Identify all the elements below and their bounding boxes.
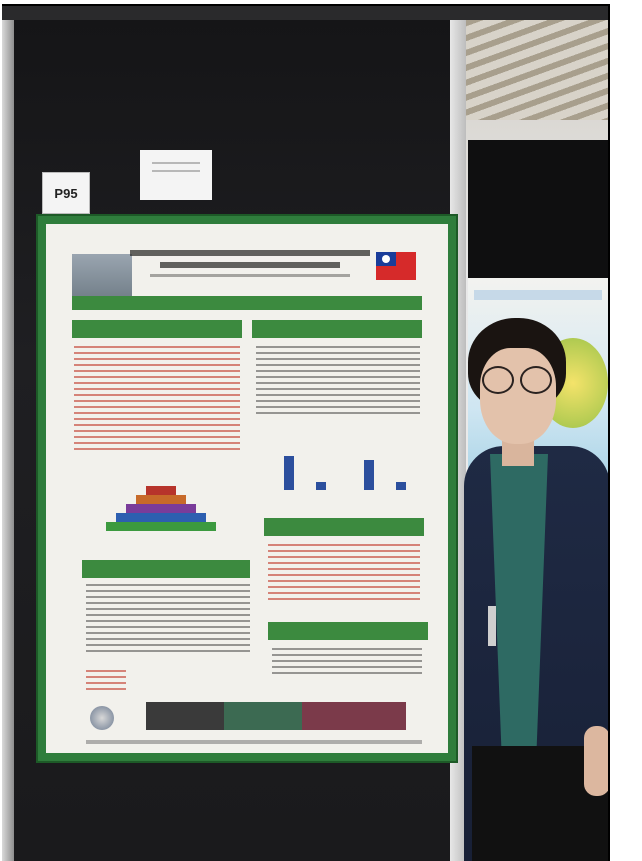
pyramid-diagram xyxy=(106,486,216,531)
presenter-face xyxy=(480,348,556,444)
chart-bar-3 xyxy=(364,460,374,490)
university-seal xyxy=(90,706,114,730)
sponsor-logo-strip xyxy=(146,702,406,730)
chart-bar-4 xyxy=(396,482,406,490)
building-photo xyxy=(72,254,132,302)
poster-title-lines xyxy=(100,244,400,284)
lanyard xyxy=(488,606,496,646)
flag-icon xyxy=(376,252,416,280)
presenter-hand xyxy=(584,726,608,796)
photo-frame: P95 xyxy=(2,4,610,861)
board-edge xyxy=(2,20,14,861)
adjacent-poster-title xyxy=(474,290,602,300)
section-header-left-1 xyxy=(72,320,242,338)
ceiling xyxy=(466,20,608,120)
board-number-label: P95 xyxy=(42,172,90,214)
section-header-right-2 xyxy=(264,518,424,536)
main-poster xyxy=(38,216,456,761)
pinned-note xyxy=(140,150,212,200)
reference-text xyxy=(272,648,422,678)
presenter xyxy=(2,6,608,861)
poster-footer xyxy=(86,740,422,744)
section-header-left-2 xyxy=(82,560,250,578)
chart-bar-2 xyxy=(316,482,326,490)
poster-header-bar xyxy=(72,296,422,310)
adjacent-board xyxy=(468,140,608,280)
section-header-right-1 xyxy=(252,320,422,338)
contact-text xyxy=(86,670,126,694)
method-text xyxy=(256,346,420,416)
glasses xyxy=(480,366,556,394)
chart-bar-1 xyxy=(284,456,294,490)
intro-text xyxy=(74,346,240,452)
results-text xyxy=(268,544,420,600)
section-header-right-3 xyxy=(268,622,428,640)
discussion-text xyxy=(86,584,250,656)
poster-content xyxy=(46,224,448,753)
